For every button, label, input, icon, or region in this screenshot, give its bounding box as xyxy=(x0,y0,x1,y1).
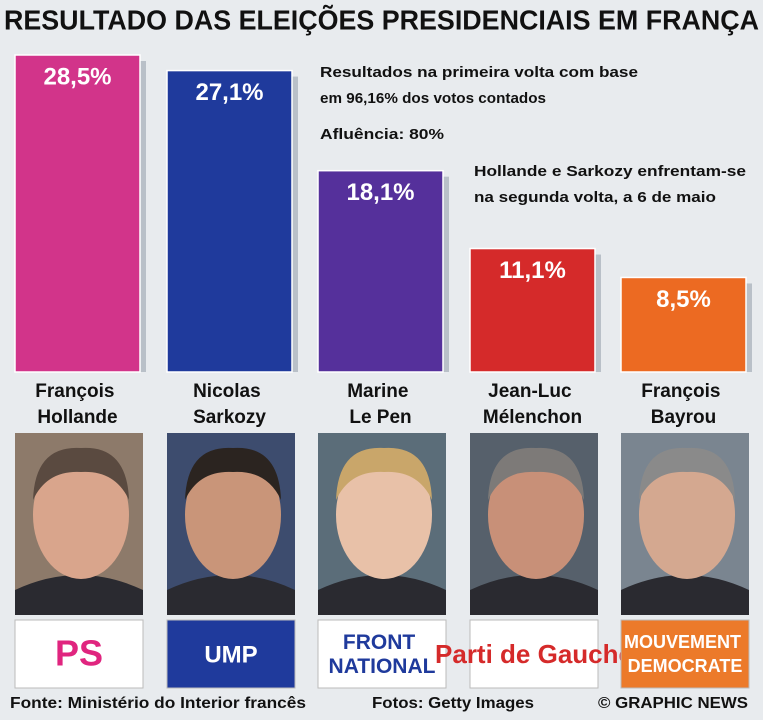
bar xyxy=(317,169,444,373)
candidate-name: François Hollande xyxy=(35,381,119,428)
annotation: em 96,16% dos votos contados xyxy=(320,90,546,107)
photo-hair xyxy=(336,447,432,500)
credit: © GRAPHIC NEWS xyxy=(598,695,748,712)
bar-shadow xyxy=(140,61,146,372)
photo-face xyxy=(336,451,432,579)
bar xyxy=(620,276,747,373)
party-logo-text: MOUVEMENT DEMOCRATE xyxy=(624,632,746,676)
photo-face xyxy=(185,451,281,579)
photo-hair xyxy=(33,447,129,500)
value-label: 27,1% xyxy=(195,79,263,106)
party-logo xyxy=(14,619,144,689)
value-label: 8,5% xyxy=(656,286,711,313)
annotation: Hollande e Sarkozy enfrentam-se xyxy=(474,163,746,180)
chart-title: RESULTADO DAS ELEIÇÕES PRESIDENCIAIS EM … xyxy=(4,4,759,35)
photo-credit: Fotos: Getty Images xyxy=(372,695,534,712)
photo-face xyxy=(33,451,129,579)
value-label: 18,1% xyxy=(346,179,414,206)
value-label: 11,1% xyxy=(499,257,566,284)
candidate-name: Marine Le Pen xyxy=(347,381,414,428)
photo-body xyxy=(318,575,446,615)
photo-body xyxy=(470,575,598,615)
party-logo xyxy=(317,619,447,689)
party-logo xyxy=(166,619,296,689)
party-logo-text: Parti de Gauche xyxy=(435,639,633,669)
candidate-name: François Bayrou xyxy=(641,381,725,428)
annotation: na segunda volta, a 6 de maio xyxy=(474,189,716,206)
bar-shadow xyxy=(292,76,298,372)
bar-shadow xyxy=(746,283,752,372)
value-label: 28,5% xyxy=(43,63,111,90)
annotation: Afluência: 80% xyxy=(320,126,444,143)
photo-hair xyxy=(639,447,735,500)
bar xyxy=(469,247,596,373)
photo-body xyxy=(167,575,295,615)
candidate-name: Nicolas Sarkozy xyxy=(193,381,266,428)
candidate-name: Jean-Luc Mélenchon xyxy=(483,381,582,428)
photo-body xyxy=(621,575,749,615)
source: Fonte: Ministério do Interior francês xyxy=(10,695,306,712)
party-logo-text: PS xyxy=(55,633,103,674)
party-logo-text: FRONT NATIONAL xyxy=(329,631,436,678)
photo-face xyxy=(639,451,735,579)
photo-hair xyxy=(488,447,584,500)
photo-face xyxy=(488,451,584,579)
photo-body xyxy=(15,575,143,615)
photo-hair xyxy=(185,447,281,500)
bar-shadow xyxy=(443,176,449,372)
bar xyxy=(166,69,293,373)
party-logo xyxy=(620,619,750,689)
party-logo-text: UMP xyxy=(204,641,257,668)
party-logo xyxy=(469,619,599,689)
bar-shadow xyxy=(595,254,601,372)
annotation: Resultados na primeira volta com base xyxy=(320,64,638,81)
bar xyxy=(14,54,141,373)
